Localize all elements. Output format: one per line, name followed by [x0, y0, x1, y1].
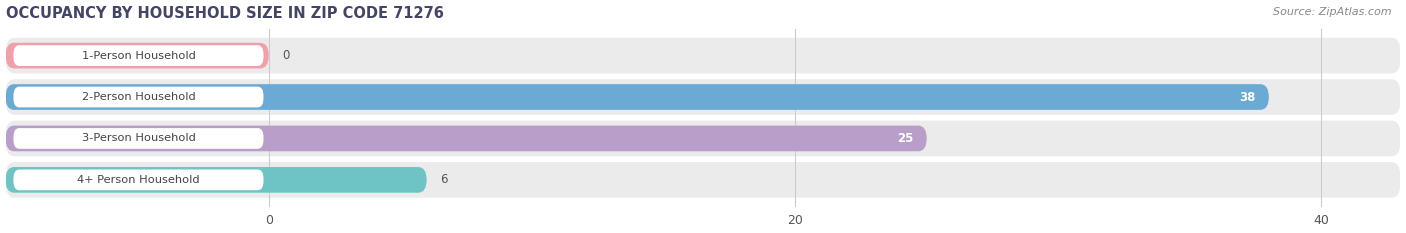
FancyBboxPatch shape	[6, 167, 426, 193]
FancyBboxPatch shape	[6, 43, 269, 69]
Text: OCCUPANCY BY HOUSEHOLD SIZE IN ZIP CODE 71276: OCCUPANCY BY HOUSEHOLD SIZE IN ZIP CODE …	[6, 6, 443, 21]
FancyBboxPatch shape	[6, 162, 1400, 198]
FancyBboxPatch shape	[14, 128, 263, 149]
Text: Source: ZipAtlas.com: Source: ZipAtlas.com	[1274, 7, 1392, 17]
Text: 6: 6	[440, 173, 447, 186]
Text: 0: 0	[281, 49, 290, 62]
Text: 25: 25	[897, 132, 914, 145]
FancyBboxPatch shape	[6, 79, 1400, 115]
Text: 2-Person Household: 2-Person Household	[82, 92, 195, 102]
FancyBboxPatch shape	[14, 45, 263, 66]
FancyBboxPatch shape	[6, 121, 1400, 156]
FancyBboxPatch shape	[6, 126, 927, 151]
FancyBboxPatch shape	[6, 84, 1268, 110]
FancyBboxPatch shape	[14, 170, 263, 190]
FancyBboxPatch shape	[14, 87, 263, 107]
Text: 38: 38	[1239, 91, 1256, 103]
FancyBboxPatch shape	[6, 38, 1400, 73]
Text: 3-Person Household: 3-Person Household	[82, 134, 195, 144]
Text: 4+ Person Household: 4+ Person Household	[77, 175, 200, 185]
Text: 1-Person Household: 1-Person Household	[82, 51, 195, 61]
